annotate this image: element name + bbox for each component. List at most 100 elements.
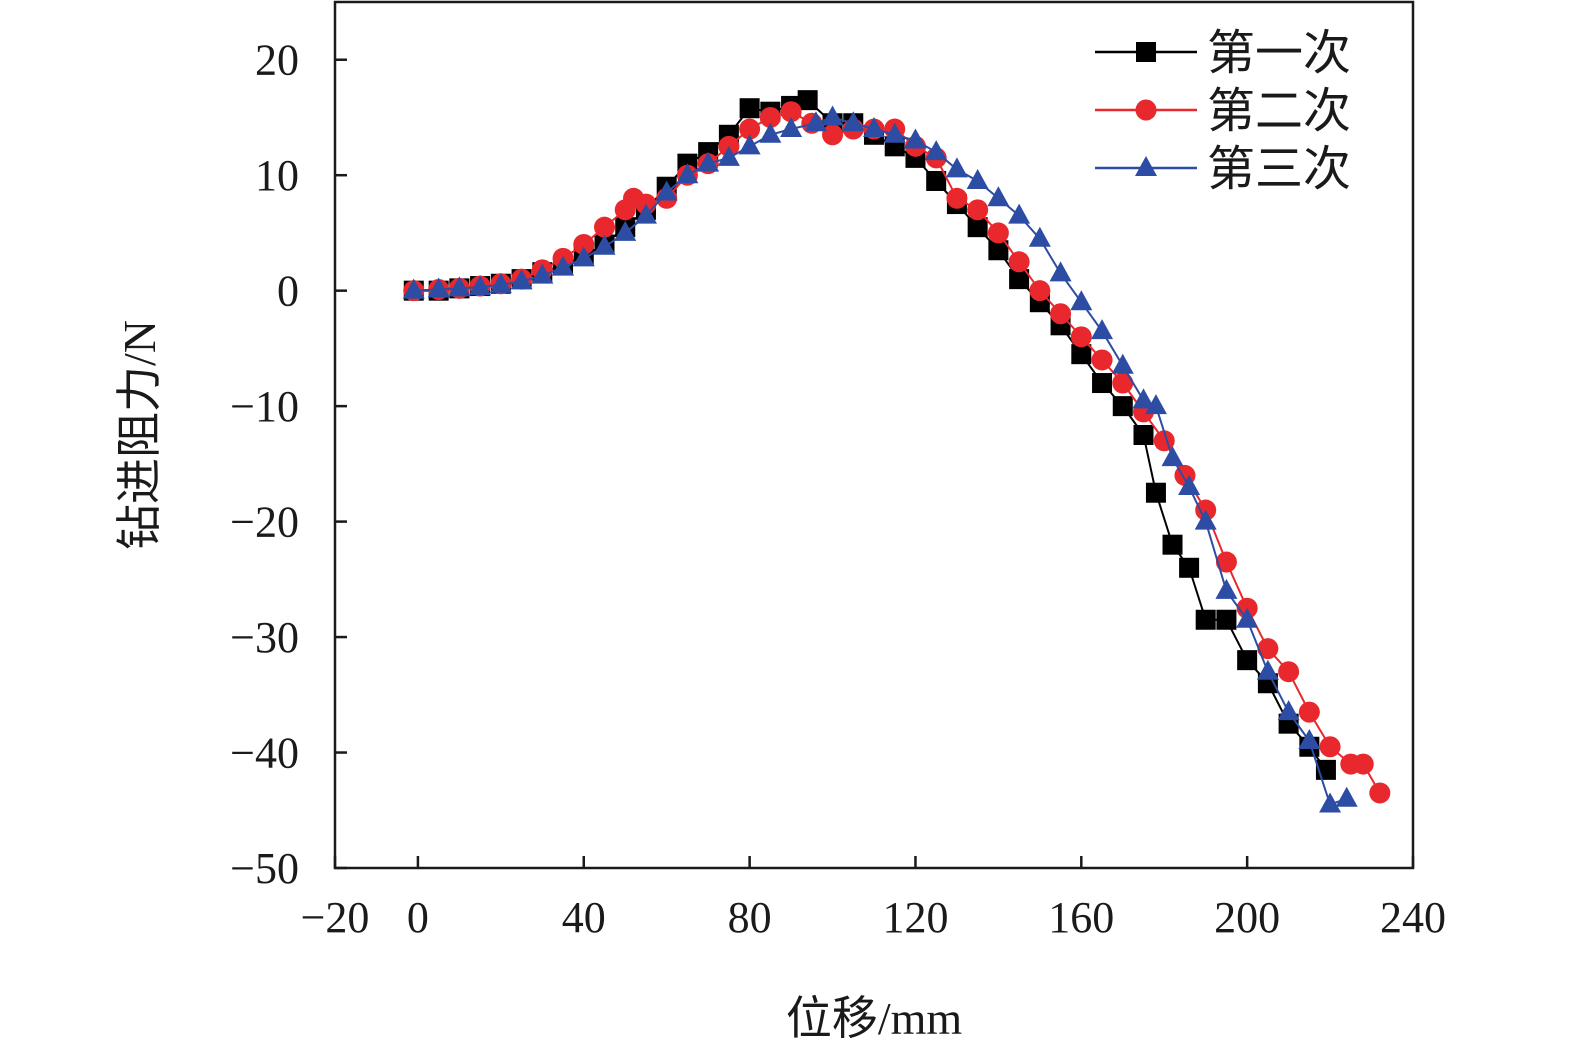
series-layer [402,90,1391,813]
series-1-point [1145,482,1166,503]
series-3-point [1277,700,1300,721]
series-2-line [413,110,1381,794]
series-3-point [780,117,803,138]
legend-marker [1135,156,1157,176]
series-2-point [987,222,1009,244]
series-2-point [822,124,844,146]
x-tick-label: 40 [562,893,606,942]
series-1-point [1092,373,1113,394]
x-axis-ticks: −20 0 40 80 120 160 200 240 [301,856,1446,942]
series-3-point [1298,728,1321,749]
series-3-point [863,117,885,138]
series-2 [403,101,1391,804]
y-tick-label: −10 [230,382,299,431]
series-3-point [925,140,948,161]
series-2-point [1029,280,1051,302]
series-2-point [780,101,802,123]
y-axis-title: 钻进阻力/N [114,320,165,550]
series-2-point [967,199,989,221]
series-3-point [1194,509,1217,530]
series-1-point [1162,534,1183,555]
series-3-point [1215,578,1238,599]
series-3-point [697,151,720,172]
series-2-point [1352,753,1374,775]
series-2-point [1278,661,1300,683]
x-tick-label: −20 [301,893,370,942]
series-3-point [1049,261,1072,282]
series-3-point [510,269,533,290]
series-1-point [988,240,1009,261]
series-2-point [1369,782,1391,804]
series-3-point [1091,319,1114,340]
x-tick-label: 0 [407,893,429,942]
series-3-point [614,220,637,241]
series-1 [403,90,1336,780]
series-3-point [1132,388,1155,409]
x-tick-label: 120 [882,893,948,942]
series-1-point [1071,344,1092,365]
series-2-point [759,106,781,128]
series-3-point [904,128,927,149]
series-1-point [1216,609,1237,630]
x-axis-title: 位移/mm [786,993,963,1044]
series-2-point [1215,551,1237,573]
series-3-point [1161,446,1184,467]
series-3 [402,105,1358,813]
series-1-point [1195,609,1216,630]
series-3-point [1144,394,1167,415]
series-3-point [945,157,968,178]
series-1-point [1133,425,1154,445]
legend-marker [1136,42,1156,62]
series-3-point [1236,607,1259,628]
series-1-point [1112,396,1133,417]
series-1-point [926,170,947,191]
series-1-point [1237,650,1258,671]
y-tick-label: −50 [230,844,299,893]
series-1-line [413,99,1327,771]
series-2-point [1091,349,1113,371]
legend-label: 第二次 [1207,85,1351,138]
series-3-point [842,111,865,132]
legend-item: 第二次 [1095,85,1351,138]
series-3-point [593,234,616,255]
series-2-point [1050,303,1072,325]
series-3-point [1028,226,1051,247]
series-3-point [821,105,844,126]
series-3-point [655,180,678,201]
x-tick-label: 160 [1048,893,1114,942]
series-3-point [987,186,1010,207]
series-1-point [797,90,818,111]
legend-label: 第三次 [1207,143,1351,196]
y-tick-label: −30 [230,613,299,662]
series-3-point [572,246,595,267]
series-3-point [759,122,782,143]
series-3-point [489,272,512,293]
series-2-point [1257,638,1279,660]
legend-item: 第一次 [1095,27,1351,80]
series-3-point [1256,659,1279,680]
x-tick-label: 80 [728,893,772,942]
legend-label: 第一次 [1207,27,1351,80]
y-tick-label: −40 [230,729,299,778]
series-2-point [739,118,761,140]
x-tick-label: 240 [1380,893,1446,942]
plot-area-frame [333,0,1415,870]
series-3-point [966,168,989,189]
series-3-point [1178,474,1201,495]
x-tick-label: 200 [1214,893,1280,942]
series-3-point [1319,792,1342,813]
series-2-point [1112,372,1134,394]
series-2-point [1298,701,1320,723]
series-3-point [1070,290,1093,311]
series-3-point [804,111,827,132]
series-3-point [1008,203,1031,224]
series-3-point [552,255,575,276]
series-3-point [1335,786,1358,807]
series-3-point [469,275,492,296]
y-tick-label: 0 [277,267,299,316]
series-3-point [883,122,906,143]
legend-marker [1135,99,1157,121]
y-axis-ticks: −50 −40 −30 −20 −10 0 10 20 [230,36,347,893]
